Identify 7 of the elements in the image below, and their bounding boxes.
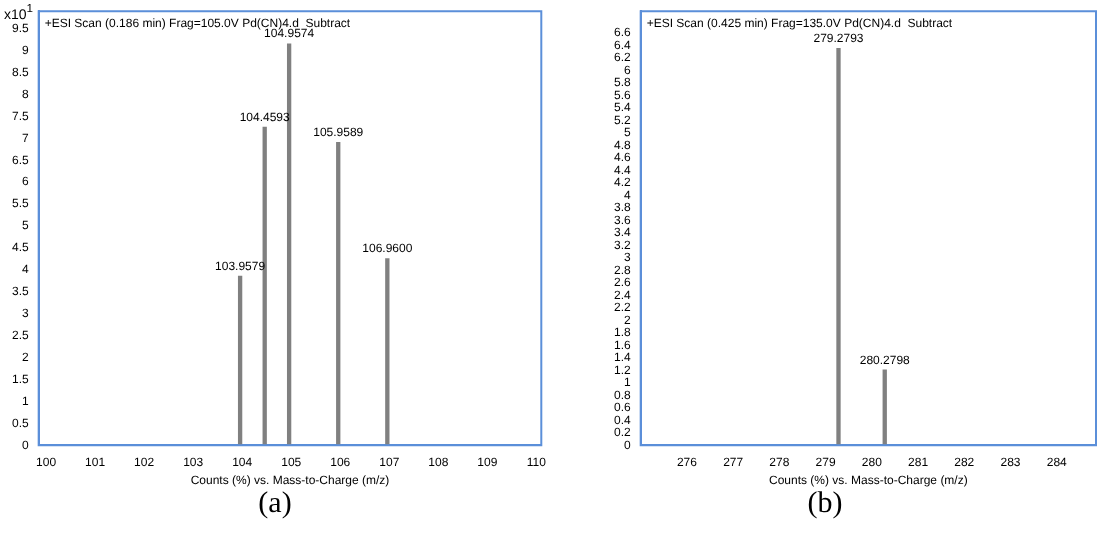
text: (b) [805,488,845,522]
bar [336,142,341,446]
bar [237,275,243,446]
bar [286,43,292,446]
bar [262,126,267,446]
bar [385,258,390,446]
text: (a) [256,488,294,522]
